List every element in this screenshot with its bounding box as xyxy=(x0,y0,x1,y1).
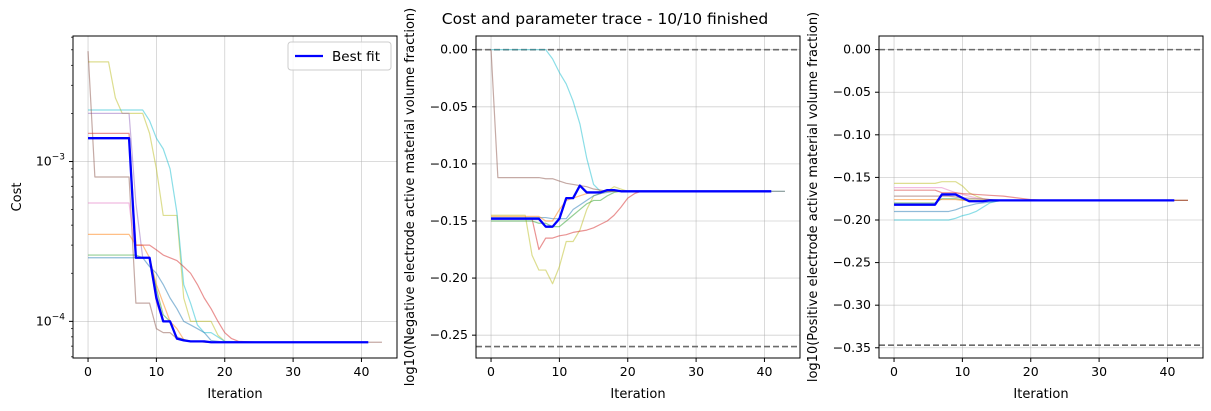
x-tick-label: 20 xyxy=(217,364,233,379)
x-tick-label: 40 xyxy=(757,364,773,379)
plot-area xyxy=(476,48,800,348)
legend-label: Best fit xyxy=(332,49,380,65)
y-axis-label: log10(Negative electrode active material… xyxy=(403,8,418,387)
y-tick-label: −0.30 xyxy=(833,297,871,312)
x-axis-label: Iteration xyxy=(207,387,262,402)
plot-area xyxy=(87,51,382,344)
y-tick-label: −0.25 xyxy=(430,327,468,342)
x-tick-label: 30 xyxy=(688,364,704,379)
x-tick-label: 0 xyxy=(487,364,495,379)
y-tick-label: 10−4 xyxy=(36,312,65,328)
x-tick-label: 10 xyxy=(954,364,970,379)
y-tick-label: −0.15 xyxy=(833,169,871,184)
y-axis-label: log10(Positive electrode active material… xyxy=(806,12,821,382)
x-tick-label: 0 xyxy=(890,364,898,379)
x-tick-label: 40 xyxy=(1160,364,1176,379)
panel-negative: 0 10 20 30 40 0.00 −0.05 −0.10 −0.15 −0.20 −0.25 It… xyxy=(403,8,801,402)
panel-positive: 0 10 20 30 40 0.00 −0.05 −0.10 −0.15 −0.20 −0.25 −0… xyxy=(806,12,1204,402)
y-tick-label: 10−3 xyxy=(36,153,65,169)
x-tick-label: 10 xyxy=(551,364,567,379)
run-line-5 xyxy=(88,132,362,343)
x-tick-label: 30 xyxy=(1091,364,1107,379)
y-tick-label: −0.35 xyxy=(833,340,871,355)
best-fit-line xyxy=(88,137,369,344)
y-tick-label: −0.10 xyxy=(833,127,871,142)
y-tick-label: −0.05 xyxy=(430,99,468,114)
y-tick-label: −0.25 xyxy=(833,255,871,270)
x-tick-label: 40 xyxy=(354,364,370,379)
plot-area xyxy=(879,48,1203,347)
y-tick-label: 0.00 xyxy=(440,42,468,57)
legend: Best fit xyxy=(287,41,392,71)
y-tick-label: −0.05 xyxy=(833,84,871,99)
y-tick-label-exponent: −4 xyxy=(52,312,66,322)
y-tick-label: 0.00 xyxy=(843,42,871,57)
axes-frame xyxy=(475,35,801,359)
x-tick-label: 30 xyxy=(285,364,301,379)
y-tick-label-base: 10 xyxy=(36,313,52,328)
x-tick-label: 20 xyxy=(620,364,636,379)
x-tick-label: 10 xyxy=(148,364,164,379)
y-tick-label: −0.20 xyxy=(833,212,871,227)
best-fit-line xyxy=(894,193,1175,206)
x-axis-label: Iteration xyxy=(610,387,665,402)
y-tick-label-base: 10 xyxy=(36,154,52,169)
legend-box xyxy=(287,41,392,71)
x-axis-label: Iteration xyxy=(1013,387,1068,402)
best-fit-line xyxy=(491,184,772,228)
y-tick-label: −0.10 xyxy=(430,156,468,171)
x-tick-label: 0 xyxy=(84,364,92,379)
y-tick-label: −0.20 xyxy=(430,270,468,285)
y-tick-label: −0.15 xyxy=(430,213,468,228)
figure-title: Cost and parameter trace - 10/10 finishe… xyxy=(442,10,768,28)
x-tick-label: 20 xyxy=(1023,364,1039,379)
axes-frame xyxy=(878,35,1204,359)
y-tick-label-exponent: −3 xyxy=(52,153,65,163)
y-axis-label: Cost xyxy=(10,183,25,212)
